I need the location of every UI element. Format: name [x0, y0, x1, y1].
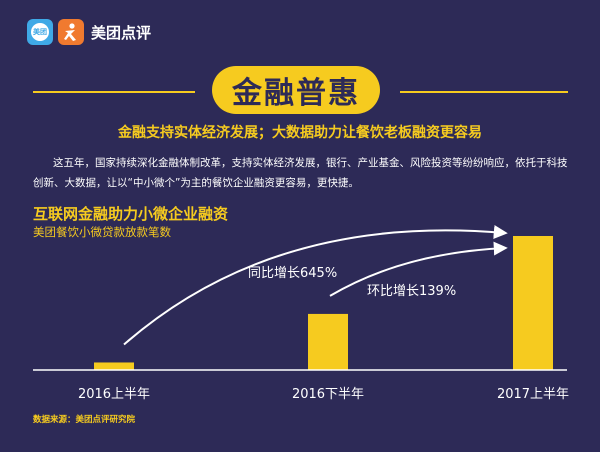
x-tick-label-3: 2017上半年: [497, 387, 569, 402]
x-tick-label-1: 2016上半年: [78, 387, 150, 402]
title-banner: 金融普惠: [212, 66, 380, 114]
qoq-arrow: [329, 241, 508, 297]
bar-2: [308, 313, 348, 370]
yoy-annotation: 同比增长645%: [248, 266, 337, 281]
chart-subtitle: 美团餐饮小微贷款放款笔数: [33, 225, 171, 239]
bar-1: [94, 362, 134, 370]
brand-name: 美团点评: [91, 23, 152, 42]
page-title: 金融普惠: [232, 76, 360, 111]
brand-logo: 美团 美团点评: [27, 19, 151, 45]
title-divider-left: [33, 91, 195, 93]
bar-3: [513, 236, 553, 370]
meituan-logo-text: 美团: [31, 23, 49, 41]
intro-paragraph: 这五年，国家持续深化金融体制改革，支持实体经济发展，银行、产业基金、风险投资等纷…: [33, 157, 568, 189]
yoy-arrow: [123, 225, 508, 346]
x-tick-label-2: 2016下半年: [292, 387, 364, 402]
page-subtitle: 金融支持实体经济发展；大数据助力让餐饮老板融资更容易: [118, 125, 482, 141]
meituan-logo-icon: 美团: [27, 19, 53, 45]
chart-title: 互联网金融助力小微企业融资: [33, 205, 229, 223]
dianping-logo-icon: [58, 19, 84, 45]
qoq-annotation: 环比增长139%: [367, 284, 456, 299]
title-divider-right: [400, 91, 568, 93]
data-source: 数据来源：美团点评研究院: [33, 415, 136, 425]
